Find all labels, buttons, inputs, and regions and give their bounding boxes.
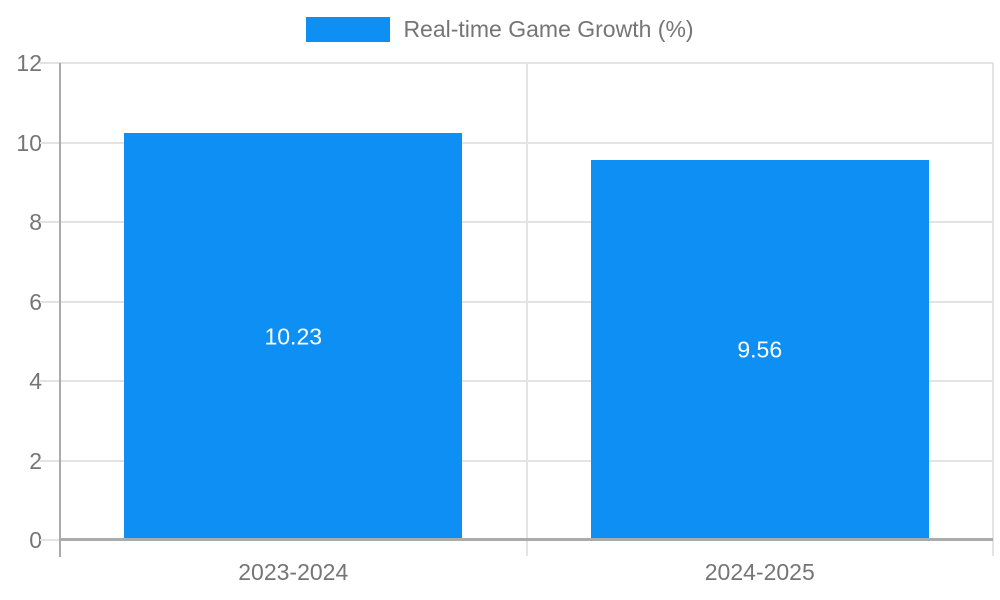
gridline — [40, 380, 993, 382]
plot-right-border — [992, 63, 994, 556]
legend: Real-time Game Growth (%) — [0, 16, 1000, 43]
gridline — [40, 300, 993, 303]
gridline — [40, 141, 993, 144]
y-tick-label: 0 — [29, 527, 42, 553]
legend-label: Real-time Game Growth (%) — [403, 16, 694, 42]
gridline — [40, 62, 993, 64]
y-tick-label: 8 — [29, 209, 42, 235]
bar-value-label: 10.23 — [264, 323, 323, 350]
x-tick-label: 2023-2024 — [238, 559, 349, 585]
bar: 10.23 — [124, 133, 463, 540]
x-axis-line — [60, 538, 993, 541]
gridline — [40, 459, 993, 462]
gridline — [40, 221, 993, 223]
bar: 9.56 — [590, 160, 929, 540]
y-tick-label: 10 — [16, 129, 42, 156]
y-tick-label: 4 — [29, 368, 42, 394]
y-tick-label: 6 — [29, 288, 42, 315]
category-divider — [525, 63, 528, 556]
plot-area: 10.23 9.56 — [40, 62, 994, 557]
bar-value-label: 9.56 — [737, 336, 783, 363]
y-axis-line — [59, 63, 61, 557]
y-tick-label: 2 — [29, 447, 42, 474]
y-tick-label: 12 — [16, 50, 42, 76]
x-tick-label: 2024-2025 — [704, 559, 815, 585]
legend-swatch — [306, 17, 391, 42]
